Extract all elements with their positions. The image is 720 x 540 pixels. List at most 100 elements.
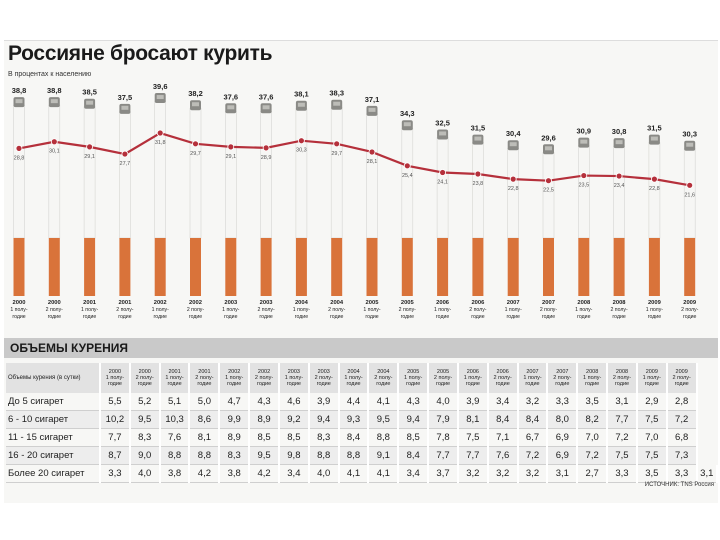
trend-point-label: 21,6 — [684, 192, 695, 198]
table-cell: 3,5 — [577, 393, 609, 411]
cigarette-paper — [436, 137, 449, 239]
table-row-label: 6 - 10 сигарет — [6, 410, 101, 429]
trend-point-label: 28,9 — [261, 155, 272, 161]
table-cell: 8,9 — [219, 428, 251, 447]
table-cell: 4,3 — [398, 393, 430, 411]
table-cell: 7,3 — [666, 446, 698, 465]
x-tick-label: годие — [12, 314, 25, 320]
table-cell: 6,8 — [666, 428, 698, 447]
x-tick-label: годие — [48, 314, 61, 320]
table-row-label: 11 - 15 сигарет — [6, 428, 101, 447]
cigarette-ash-highlight — [156, 95, 164, 100]
table-column-header: 2006 2 полу-годие — [487, 363, 519, 393]
table-cell: 7,5 — [607, 446, 638, 465]
table-cell: 7,7 — [607, 410, 638, 429]
cigarette-filter — [613, 238, 625, 296]
table-cell: 9,5 — [368, 410, 400, 429]
trend-point-label: 28,8 — [14, 155, 25, 161]
bar-value-label: 37,5 — [118, 93, 133, 102]
table-cell: 9,3 — [338, 410, 370, 429]
x-tick-label: годие — [683, 314, 696, 320]
table-cell: 9,5 — [249, 446, 280, 465]
x-tick-label: 1 полу- — [293, 307, 311, 313]
table-row: 16 - 20 сигарет 8,7 9,0 8,8 8,8 8,3 9,5 9,8 8,8 8… — [6, 446, 717, 465]
table-cell: 4,0 — [129, 464, 161, 483]
cigarette-filter — [154, 238, 166, 296]
table-cell: 3,1 — [607, 393, 638, 411]
bar-value-label: 38,5 — [82, 88, 97, 97]
table-column-header: 2000 2 полу-годие — [129, 363, 161, 393]
bar-value-label: 30,9 — [576, 127, 591, 136]
table-cell: 3,4 — [278, 464, 310, 483]
x-tick-label: 2 полу- — [257, 307, 275, 313]
trend-point-label: 24,1 — [437, 179, 448, 185]
table-cell: 4,1 — [368, 464, 400, 483]
table-column-header: 2002 2 полу-годие — [249, 363, 280, 393]
x-tick-label: годие — [83, 314, 96, 320]
x-tick-label: годие — [154, 314, 167, 320]
x-tick-label: 2006 — [471, 300, 485, 306]
cigarette-paper — [577, 145, 590, 239]
cigarette-ash-highlight — [86, 100, 94, 105]
table-cell: 7,5 — [636, 410, 668, 429]
cigarette-ash-highlight — [368, 107, 376, 112]
trend-point — [439, 169, 447, 176]
trend-point — [50, 138, 58, 146]
x-tick-label: 2007 — [542, 300, 555, 306]
x-tick-label: 2 полу- — [187, 307, 205, 313]
x-tick-label: 2002 — [189, 300, 202, 306]
bar-value-label: 38,2 — [188, 89, 203, 98]
table-row-label: Более 20 сигарет — [6, 464, 101, 483]
x-tick-label: 2 полу- — [399, 307, 417, 313]
x-tick-label: 2009 — [683, 300, 697, 306]
x-tick-label: годие — [401, 314, 414, 320]
table-cell: 9,5 — [129, 410, 161, 429]
trend-point — [121, 150, 129, 158]
x-tick-label: 2000 — [48, 300, 61, 306]
cigarette-paper — [13, 104, 25, 239]
table-cell: 8,5 — [249, 428, 280, 447]
bar-value-label: 38,8 — [12, 86, 27, 95]
table-cell: 4,3 — [249, 393, 280, 411]
cigarette-filter — [190, 238, 201, 296]
table-cell: 6,7 — [517, 428, 549, 447]
table-column-header: 2008 1 полу-годие — [577, 363, 609, 393]
trend-point — [686, 181, 694, 189]
table-cell: 4,0 — [428, 393, 459, 411]
x-tick-label: 2005 — [366, 300, 380, 306]
x-tick-label: 2005 — [401, 300, 415, 306]
table-cell: 7,8 — [428, 428, 459, 447]
table-cell: 5,1 — [159, 393, 191, 411]
cigarette-ash-highlight — [650, 136, 658, 141]
x-tick-label: 1 полу- — [505, 307, 523, 313]
trend-point-label: 23,5 — [578, 183, 589, 189]
x-tick-label: годие — [577, 314, 590, 320]
trend-point — [156, 129, 164, 137]
table-cell: 6,9 — [547, 446, 579, 465]
table-cell: 8,4 — [338, 428, 370, 447]
trend-point — [615, 172, 623, 180]
cigarette-filter — [331, 238, 343, 296]
bar-value-label: 37,6 — [259, 92, 274, 101]
cigarette-paper — [366, 113, 378, 239]
table-cell: 3,2 — [517, 464, 549, 483]
trend-point — [262, 144, 270, 152]
cigarette-filter — [225, 238, 237, 296]
table-cell: 3,5 — [636, 464, 668, 483]
table-cell: 7,2 — [517, 446, 549, 465]
cigarette-ash-highlight — [545, 146, 552, 151]
trend-point — [545, 177, 552, 185]
table-cell: 5,5 — [100, 393, 131, 411]
table-column-header: 2003 2 полу-годие — [308, 363, 340, 393]
table-cell: 7,7 — [457, 446, 489, 465]
x-tick-label: годие — [471, 314, 484, 320]
trend-point — [580, 172, 588, 179]
table-cell: 7,2 — [666, 410, 698, 429]
table-cell: 8,1 — [189, 428, 221, 447]
table-column-header: 2005 2 полу-годие — [428, 363, 459, 393]
cigarette-ash-highlight — [262, 105, 270, 110]
table-cell: 2,7 — [577, 464, 609, 483]
table-cell: 4,1 — [368, 393, 400, 411]
table-cell: 9,0 — [129, 446, 161, 465]
